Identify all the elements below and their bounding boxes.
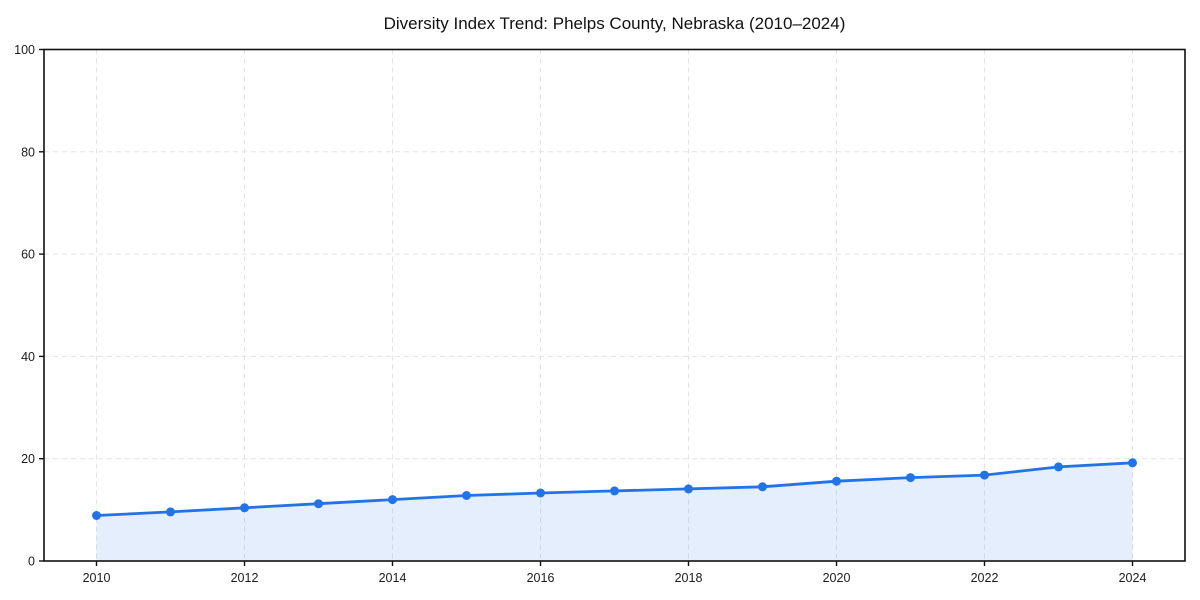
data-points [92, 458, 1137, 520]
x-tick-label: 2020 [823, 571, 851, 585]
data-point-2012 [240, 503, 249, 513]
y-tick-labels: 0 20 40 60 80 100 [14, 43, 35, 569]
data-point-2020 [832, 476, 841, 486]
data-point-2023 [1054, 462, 1063, 472]
area-under-line [96, 462, 1133, 561]
x-tick-label: 2018 [675, 571, 703, 585]
y-tick-label: 100 [14, 43, 35, 57]
y-tick-label: 60 [21, 248, 35, 262]
x-tick-label: 2024 [1119, 571, 1147, 585]
data-point-2010 [92, 511, 101, 520]
data-point-2013 [314, 499, 323, 509]
y-tick-label: 80 [21, 145, 35, 159]
data-point-2011 [166, 507, 175, 517]
data-point-2017 [610, 486, 619, 496]
x-tick-label: 2022 [971, 571, 999, 585]
data-point-2014 [388, 495, 397, 505]
data-point-2021 [906, 473, 915, 483]
plot-border [43, 48, 1186, 562]
data-point-2024 [1128, 458, 1137, 468]
y-tick-label: 20 [21, 452, 35, 466]
x-tick-label: 2014 [379, 571, 407, 585]
x-tick-labels: 2010 2012 2014 2016 2018 2020 2022 2024 [83, 571, 1147, 585]
data-point-2015 [462, 491, 471, 500]
data-point-2016 [536, 488, 545, 498]
data-point-2019 [758, 482, 767, 492]
x-tick-label: 2010 [83, 571, 111, 585]
data-point-2018 [684, 484, 693, 494]
area-fill [96, 462, 1133, 561]
y-tick-label: 40 [21, 350, 35, 364]
chart-title: Diversity Index Trend: Phelps County, Ne… [384, 14, 846, 33]
y-tick-label: 0 [28, 555, 35, 569]
data-point-2022 [980, 470, 989, 480]
x-tick-label: 2016 [527, 571, 555, 585]
x-tick-label: 2012 [231, 571, 259, 585]
axes [39, 48, 1186, 566]
gridlines [44, 49, 1185, 561]
